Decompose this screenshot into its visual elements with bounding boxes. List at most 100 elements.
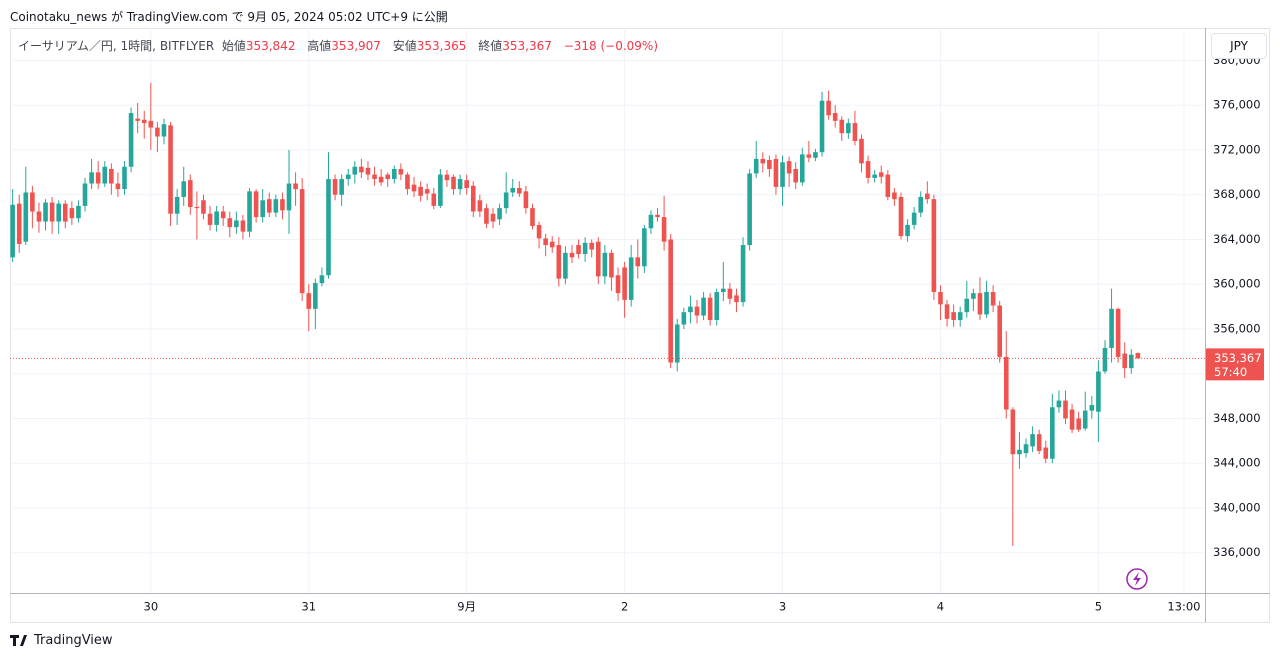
open-value: 353,842 [245,39,296,53]
candle-body [497,208,502,220]
candle-body [1063,400,1068,419]
candle-body [793,168,799,183]
candle-body [161,124,167,137]
candle-body [69,208,75,219]
candle-body [918,196,924,213]
y-tick-label: 340,000 [1213,500,1261,514]
candle-body [517,187,522,194]
candle-body [609,252,614,278]
candle-body [378,176,384,183]
candle-body [826,100,831,116]
candle-body [201,200,206,214]
candle-body [951,312,956,321]
candle-body [753,158,759,174]
candle-body [102,166,108,184]
candle-body [56,203,61,222]
candle-body [674,324,680,363]
candle-body [220,211,226,219]
candle-body [569,252,575,258]
candle-body [622,267,627,300]
candle-body [648,214,654,229]
candle-body [734,295,739,303]
close-value: 353,367 [502,39,552,53]
y-tick-label: 356,000 [1213,321,1261,335]
candle-body [207,213,213,225]
candle-body [892,192,897,200]
candle-body [595,241,601,277]
candle-body [187,180,193,208]
candle-body [1023,444,1029,454]
candle-body [767,160,772,169]
candle-body [543,238,548,246]
candle-body [1135,353,1141,359]
candle-body [273,199,279,213]
candle-body [1043,447,1049,459]
candle-body [181,181,187,197]
x-tick-label: 31 [301,600,316,614]
low-value: 353,365 [416,39,467,53]
candle-body [773,158,779,187]
high-label: 高値 [307,39,332,53]
candle-body [971,293,976,299]
candle-body [36,211,42,222]
candle-body [464,180,469,188]
candle-body [240,220,246,232]
candle-body [194,207,200,209]
candle-body [911,212,917,225]
candle-body [313,283,318,309]
candle-body [1089,405,1095,411]
candle-body [563,252,568,279]
x-tick-label: 4 [937,600,944,614]
candle-body [760,158,766,164]
candle-body [688,306,693,313]
candle-body [247,191,252,232]
candle-body [299,189,305,294]
candle-body [668,239,673,363]
candle-body [977,293,983,315]
candle-body [234,220,239,228]
candle-body [707,297,713,321]
candle-body [62,203,68,222]
candle-body [536,224,542,239]
candle-body [615,275,621,294]
last-price-label: 353,367 [1214,351,1262,365]
candle-body [799,154,805,183]
candle-body [477,200,483,212]
candle-body [846,123,851,134]
candle-body [661,217,667,242]
candle-body [306,293,312,309]
candle-body [1115,308,1121,357]
candle-body [602,252,608,277]
candle-body [286,183,292,211]
candle-body [168,125,173,214]
candle-body [451,176,456,190]
candle-body [10,204,15,258]
y-tick-label: 344,000 [1213,456,1261,470]
candles [10,82,1205,547]
y-tick-label: 348,000 [1213,411,1261,425]
candle-body [1096,371,1101,412]
candle-body [490,213,496,222]
legend-header: イーサリアム／円, 1時間, BITFLYER 始値353,842 高値353,… [18,37,666,54]
candle-body [510,187,516,193]
last-price-box [1206,348,1264,381]
candle-body [832,113,838,121]
candle-body [43,202,48,222]
candle-body [681,312,687,325]
candle-body [280,199,285,211]
candle-body [938,292,943,305]
candle-body [852,123,858,141]
candle-body [135,118,140,121]
y-tick-label: 364,000 [1213,232,1261,246]
high-value: 353,907 [331,39,381,53]
candle-body [1102,347,1108,372]
candle-body [628,257,634,300]
candle-body [898,196,904,237]
candle-body [174,196,180,214]
candle-body [872,174,877,178]
candle-body [503,192,509,209]
candle-body [109,168,114,184]
currency-button[interactable]: JPY [1211,33,1267,59]
candle-body [339,179,344,195]
